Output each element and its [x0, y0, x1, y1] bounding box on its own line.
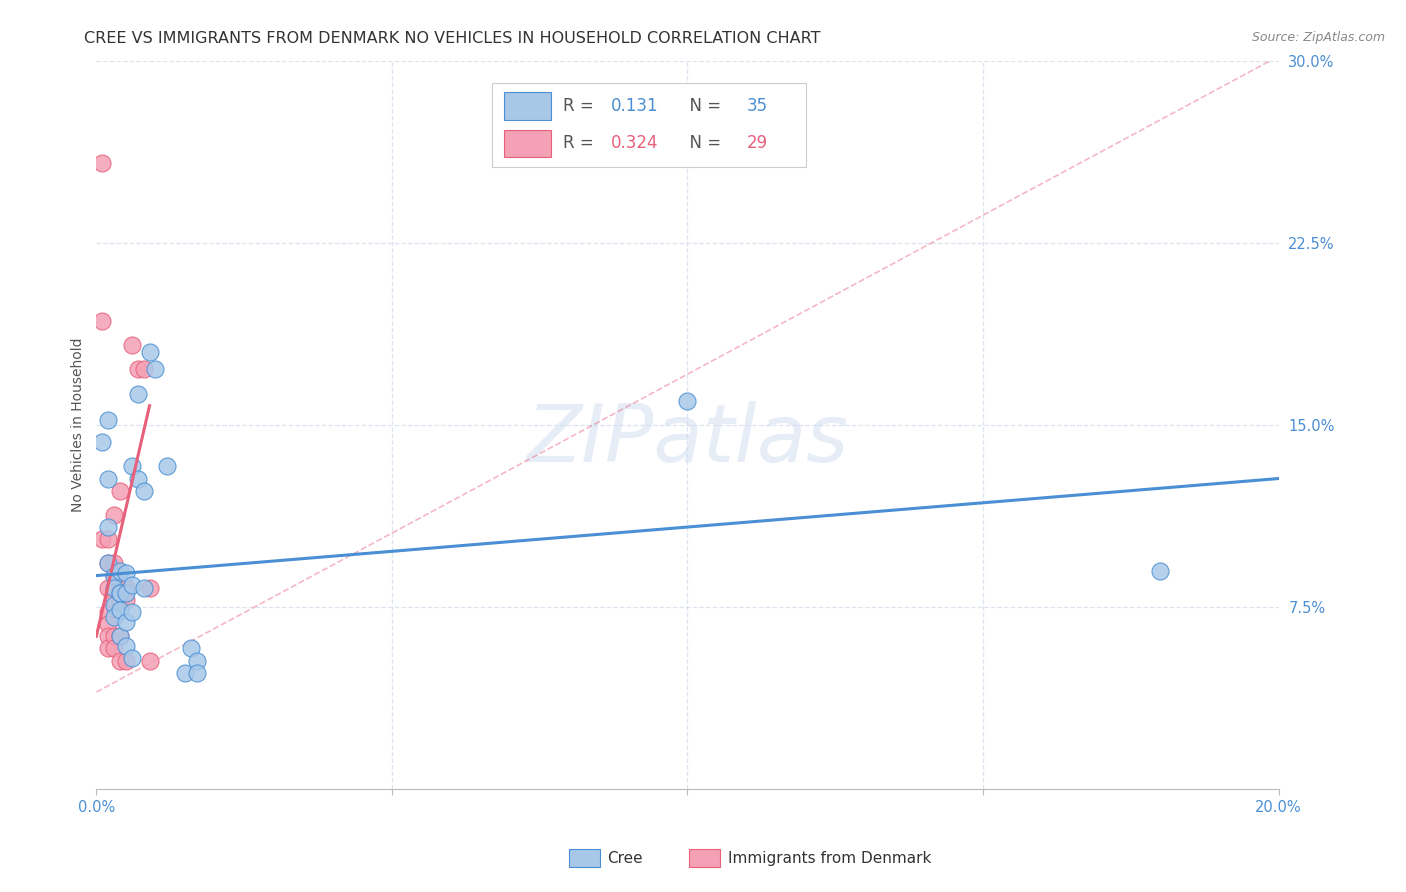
Point	[97, 557, 120, 571]
Point	[97, 605, 120, 619]
Point	[103, 592, 125, 607]
Point	[91, 532, 114, 546]
Point	[121, 338, 143, 352]
Point	[97, 471, 120, 485]
Point	[108, 629, 131, 643]
Point	[115, 639, 138, 653]
Text: N =: N =	[679, 97, 727, 115]
Point	[156, 459, 179, 474]
Point	[103, 557, 125, 571]
Point	[97, 532, 120, 546]
Text: CREE VS IMMIGRANTS FROM DENMARK NO VEHICLES IN HOUSEHOLD CORRELATION CHART: CREE VS IMMIGRANTS FROM DENMARK NO VEHIC…	[84, 31, 821, 46]
Point	[97, 641, 120, 656]
Point	[103, 629, 125, 643]
Point	[97, 617, 120, 632]
Point	[103, 581, 125, 595]
Text: 29: 29	[747, 135, 768, 153]
Point	[132, 483, 155, 498]
Point	[115, 581, 138, 595]
Point	[103, 508, 125, 522]
Point	[97, 629, 120, 643]
Point	[1149, 564, 1171, 578]
Point	[127, 471, 149, 485]
Point	[115, 654, 138, 668]
Point	[108, 629, 131, 643]
Point	[138, 345, 160, 359]
Point	[127, 362, 149, 376]
Point	[132, 362, 155, 376]
Point	[103, 610, 125, 624]
Point	[103, 568, 125, 582]
Point	[97, 520, 120, 534]
Text: 0.324: 0.324	[610, 135, 658, 153]
Point	[138, 581, 160, 595]
Point	[108, 592, 131, 607]
Point	[108, 654, 131, 668]
Point	[108, 483, 131, 498]
Point	[108, 602, 131, 616]
Point	[115, 592, 138, 607]
Y-axis label: No Vehicles in Household: No Vehicles in Household	[72, 338, 86, 512]
Point	[127, 386, 149, 401]
Text: N =: N =	[679, 135, 727, 153]
Point	[145, 362, 167, 376]
FancyBboxPatch shape	[505, 93, 551, 120]
Point	[108, 581, 131, 595]
Text: R =: R =	[564, 135, 599, 153]
Text: ZIPatlas: ZIPatlas	[526, 401, 848, 479]
FancyBboxPatch shape	[505, 129, 551, 157]
Point	[103, 568, 125, 582]
FancyBboxPatch shape	[492, 83, 806, 167]
Point	[138, 654, 160, 668]
Point	[97, 581, 120, 595]
Point	[121, 459, 143, 474]
Point	[97, 413, 120, 427]
Point	[132, 581, 155, 595]
Point	[108, 585, 131, 599]
Text: R =: R =	[564, 97, 599, 115]
Point	[91, 435, 114, 450]
Point	[115, 585, 138, 599]
Text: Cree: Cree	[607, 851, 643, 865]
Point	[676, 393, 699, 408]
Point	[121, 578, 143, 592]
Point	[174, 665, 197, 680]
Text: Immigrants from Denmark: Immigrants from Denmark	[728, 851, 932, 865]
Point	[103, 598, 125, 612]
Point	[91, 314, 114, 328]
Point	[103, 641, 125, 656]
Point	[186, 654, 208, 668]
Point	[121, 651, 143, 665]
Text: 35: 35	[747, 97, 768, 115]
Point	[108, 564, 131, 578]
Point	[108, 585, 131, 599]
Point	[180, 641, 202, 656]
Point	[97, 557, 120, 571]
Point	[115, 615, 138, 629]
Text: Source: ZipAtlas.com: Source: ZipAtlas.com	[1251, 31, 1385, 45]
Point	[121, 605, 143, 619]
Point	[115, 566, 138, 581]
Text: 0.131: 0.131	[610, 97, 658, 115]
Point	[186, 665, 208, 680]
Point	[91, 156, 114, 170]
